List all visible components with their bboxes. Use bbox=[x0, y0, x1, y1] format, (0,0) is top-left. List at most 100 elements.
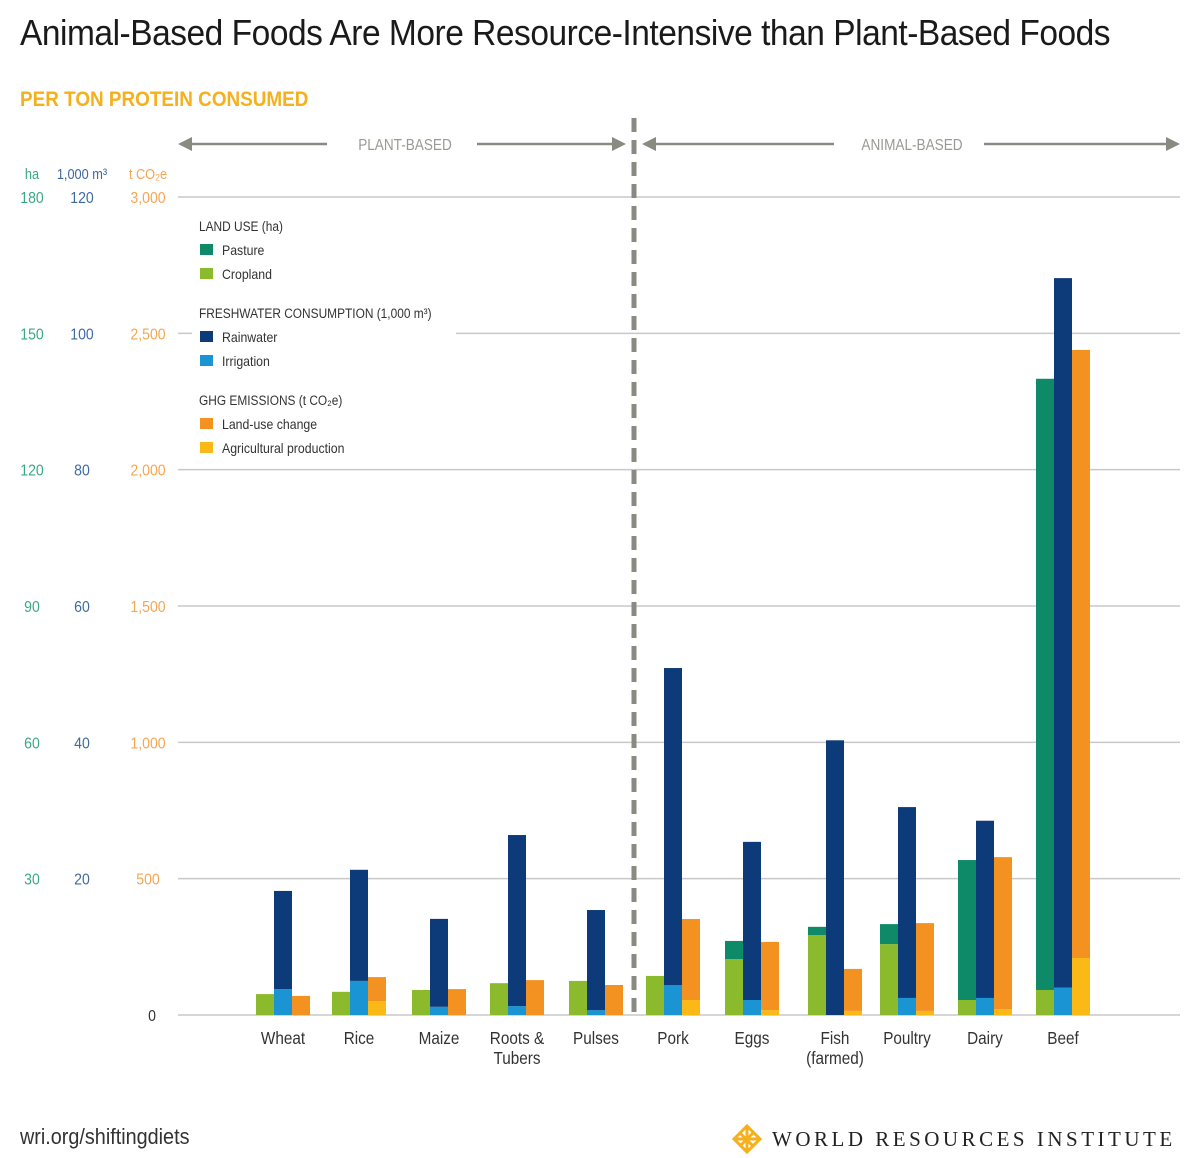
tick-label-land: 180 bbox=[20, 189, 43, 207]
bar-cropland bbox=[808, 935, 826, 1015]
tick-label-land: 150 bbox=[20, 326, 43, 344]
bar-agricultural-production bbox=[1072, 958, 1090, 1015]
wri-logo: WORLD RESOURCES INSTITUTE bbox=[730, 1122, 1176, 1156]
tick-label-ghg: 2,000 bbox=[130, 462, 165, 480]
bar-rainwater bbox=[430, 918, 448, 1007]
bar-rainwater bbox=[274, 890, 292, 990]
bar-land-use-change bbox=[916, 923, 934, 1011]
bar-cropland bbox=[569, 980, 587, 1015]
legend-label: Agricultural production bbox=[222, 440, 344, 456]
bar-irrigation bbox=[274, 989, 292, 1015]
bar-land-use-change bbox=[292, 995, 310, 1015]
category-label: Tubers bbox=[493, 1048, 540, 1068]
bar-agricultural-production bbox=[761, 1010, 779, 1015]
bar-agricultural-production bbox=[682, 1000, 700, 1015]
tick-label-ghg: 3,000 bbox=[130, 189, 165, 207]
bar-cropland bbox=[490, 983, 508, 1015]
category-label: Eggs bbox=[735, 1028, 770, 1048]
tick-label-land: 30 bbox=[24, 871, 40, 889]
bar-cropland bbox=[646, 975, 664, 1015]
tick-label-land: 90 bbox=[24, 598, 40, 616]
bar-pasture bbox=[1036, 378, 1054, 991]
bar-irrigation bbox=[976, 997, 994, 1015]
bar-irrigation bbox=[350, 980, 368, 1015]
bar-rainwater bbox=[826, 740, 844, 1015]
bar-land-use-change bbox=[1072, 349, 1090, 959]
legend-label: Rainwater bbox=[222, 329, 278, 345]
bar-land-use-change bbox=[761, 941, 779, 1011]
legend-heading: FRESHWATER CONSUMPTION (1,000 m³) bbox=[199, 305, 432, 321]
bar-pasture bbox=[958, 860, 976, 1001]
source-link[interactable]: wri.org/shiftingdiets bbox=[20, 1124, 190, 1149]
bar-irrigation bbox=[743, 1000, 761, 1015]
arrow-right-icon bbox=[1166, 137, 1180, 151]
tick-label-ghg: 500 bbox=[136, 871, 159, 889]
bar-irrigation bbox=[430, 1006, 448, 1015]
axis-unit-land: ha bbox=[25, 165, 39, 182]
bar-agricultural-production bbox=[994, 1009, 1012, 1015]
group-label: ANIMAL-BASED bbox=[861, 137, 962, 154]
bar-irrigation bbox=[508, 1006, 526, 1015]
axis-unit-ghg: t CO₂e bbox=[129, 165, 167, 182]
bar-land-use-change bbox=[844, 968, 862, 1011]
bar-land-use-change bbox=[448, 989, 466, 1015]
chart-subtitle: PER TON PROTEIN CONSUMED bbox=[20, 88, 309, 111]
bar-cropland bbox=[412, 990, 430, 1015]
bar-rainwater bbox=[743, 841, 761, 1001]
legend-label: Cropland bbox=[222, 266, 272, 282]
arrow-left-icon bbox=[642, 137, 656, 151]
legend-heading: LAND USE (ha) bbox=[199, 218, 283, 234]
tick-label-water: 80 bbox=[74, 462, 90, 480]
bar-agricultural-production bbox=[368, 1001, 386, 1015]
bar-pasture bbox=[808, 926, 826, 936]
bar-rainwater bbox=[508, 835, 526, 1007]
tick-label-water: 20 bbox=[74, 871, 90, 889]
tick-label-water: 120 bbox=[70, 189, 93, 207]
bar-cropland bbox=[958, 1000, 976, 1015]
bar-agricultural-production bbox=[916, 1010, 934, 1015]
bar-agricultural-production bbox=[844, 1010, 862, 1015]
axis-unit-water: 1,000 m³ bbox=[57, 165, 108, 182]
tick-label-land: 120 bbox=[20, 462, 43, 480]
legend-swatch-land-use-change bbox=[200, 418, 213, 429]
legend-heading: GHG EMISSIONS (t CO₂e) bbox=[199, 392, 342, 408]
bar-cropland bbox=[256, 994, 274, 1015]
legend-label: Land-use change bbox=[222, 416, 317, 432]
legend-swatch-rainwater bbox=[200, 331, 213, 342]
category-label: Wheat bbox=[261, 1028, 306, 1048]
category-label: Rice bbox=[344, 1028, 375, 1048]
category-label: (farmed) bbox=[806, 1048, 864, 1068]
bar-land-use-change bbox=[526, 980, 544, 1015]
tick-label-ghg: 0 bbox=[148, 1007, 156, 1025]
bar-land-use-change bbox=[368, 977, 386, 1002]
category-label: Poultry bbox=[883, 1028, 931, 1048]
category-label: Roots & bbox=[490, 1028, 544, 1048]
org-name: WORLD RESOURCES INSTITUTE bbox=[772, 1126, 1176, 1151]
tick-label-land: 60 bbox=[24, 735, 40, 753]
bar-cropland bbox=[1036, 990, 1054, 1015]
bar-irrigation bbox=[898, 997, 916, 1015]
category-label: Maize bbox=[419, 1028, 460, 1048]
bar-irrigation bbox=[1054, 987, 1072, 1015]
category-label: Pork bbox=[657, 1028, 689, 1048]
bar-cropland bbox=[332, 991, 350, 1015]
tick-label-water: 40 bbox=[74, 735, 90, 753]
bar-pasture bbox=[725, 940, 743, 960]
category-label: Dairy bbox=[967, 1028, 1003, 1048]
wri-lattice-logo-icon bbox=[731, 1123, 763, 1155]
bar-irrigation bbox=[587, 1010, 605, 1015]
bar-rainwater bbox=[1054, 278, 1072, 988]
category-label: Pulses bbox=[573, 1028, 619, 1048]
bar-land-use-change bbox=[994, 857, 1012, 1010]
tick-label-ghg: 2,500 bbox=[130, 326, 165, 344]
bar-rainwater bbox=[350, 869, 368, 981]
bar-irrigation bbox=[664, 985, 682, 1015]
legend-label: Irrigation bbox=[222, 353, 270, 369]
tick-label-ghg: 1,000 bbox=[130, 735, 165, 753]
tick-label-water: 60 bbox=[74, 598, 90, 616]
tick-label-water: 100 bbox=[70, 326, 93, 344]
bar-pasture bbox=[880, 924, 898, 945]
group-label: PLANT-BASED bbox=[358, 137, 452, 154]
legend-swatch-irrigation bbox=[200, 355, 213, 366]
